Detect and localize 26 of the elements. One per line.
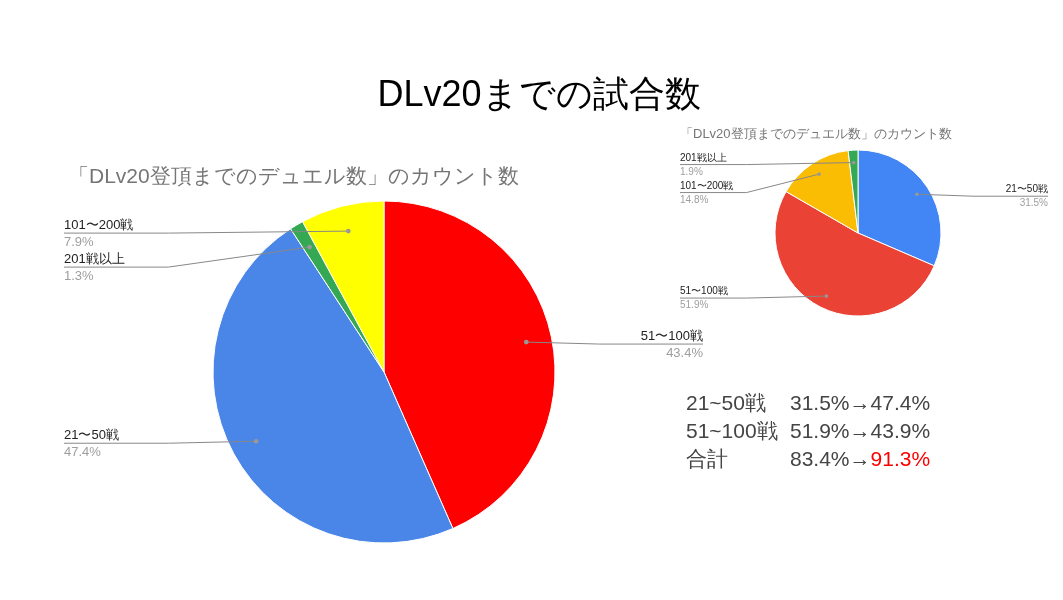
text: 83.4%→ — [790, 447, 871, 470]
data-label: 1.9% — [680, 165, 703, 177]
slice-label: 21〜50戦 — [1005, 183, 1048, 195]
slice-label: 201戦以上 — [680, 151, 727, 163]
data-label: 14.8% — [680, 193, 709, 205]
data-label: 7.9% — [64, 234, 95, 250]
text: 31.5%→47.4% — [790, 391, 931, 414]
slice-label: 101〜200戦 — [680, 179, 734, 191]
text: 51~100戦 — [686, 419, 778, 442]
data-label: 1.3% — [64, 268, 95, 284]
text: 合計 — [686, 447, 728, 470]
slice-label: 101〜200戦 — [64, 217, 134, 233]
chart-title: DLv20までの試合数 — [377, 73, 701, 114]
slice-label: 201戦以上 — [64, 251, 125, 267]
slice-label: 21〜50戦 — [64, 427, 119, 443]
text: 91.3% — [870, 447, 931, 470]
slice-label: 51〜100戦 — [640, 328, 703, 344]
slice-label: 51〜100戦 — [680, 285, 728, 297]
data-label: 43.4% — [666, 345, 704, 361]
chart-title: 「DLv20登頂までのデュエル数」のカウント数 — [680, 126, 952, 141]
chart-subtitle: 「DLv20登頂までのデュエル数」のカウント数 — [68, 164, 519, 187]
data-label: 47.4% — [64, 444, 102, 460]
data-label: 31.5% — [1019, 197, 1049, 209]
data-label: 51.9% — [680, 299, 709, 311]
text: 21~50戦 — [686, 391, 766, 414]
text: 51.9%→43.9% — [790, 419, 931, 442]
